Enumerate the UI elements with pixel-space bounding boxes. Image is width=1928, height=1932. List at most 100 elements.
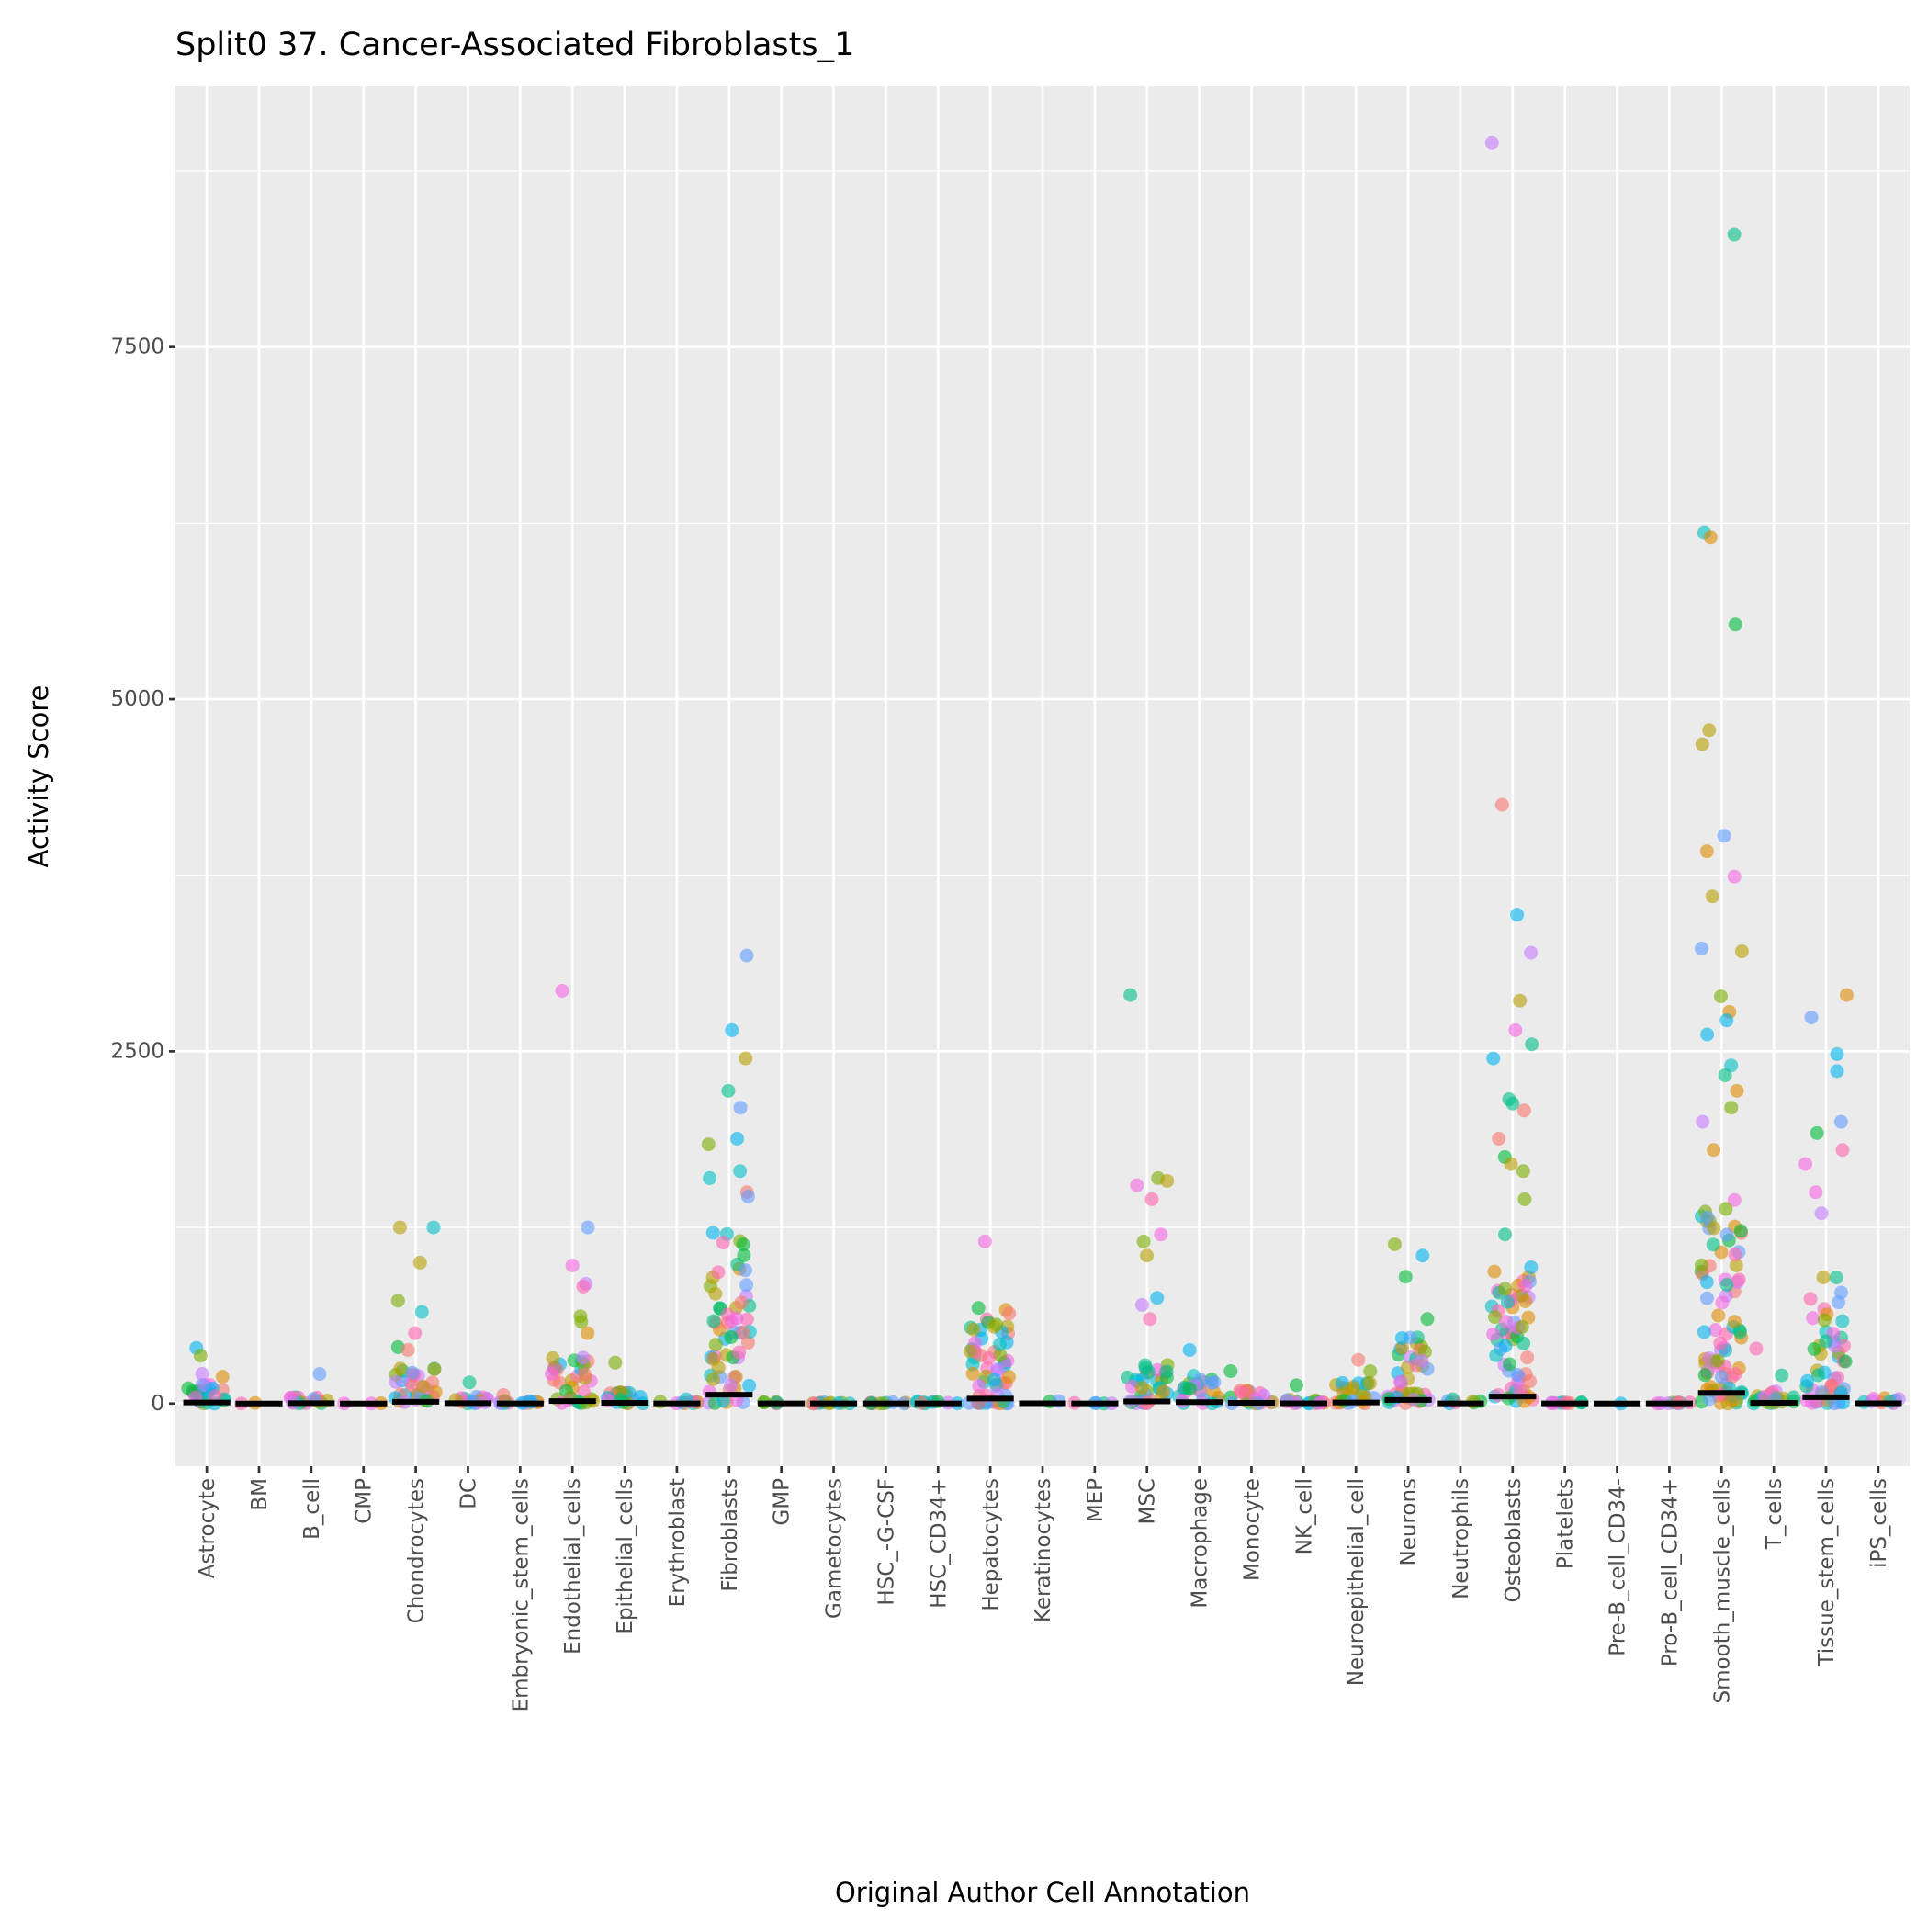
data-point xyxy=(1516,1103,1531,1118)
x-tick-label: Neurons xyxy=(1397,1478,1421,1566)
data-point xyxy=(426,1220,441,1235)
x-axis: Astrocyte BM B_cell CMP Chondrocytes DC Embryo… xyxy=(196,1466,1891,1712)
y-axis: 0 2500 5000 7500 xyxy=(110,335,175,1416)
data-point xyxy=(1510,1368,1525,1383)
data-point xyxy=(987,1373,1001,1387)
data-point xyxy=(1708,1323,1723,1338)
data-point xyxy=(1806,1311,1821,1326)
data-point xyxy=(705,1372,720,1386)
x-tick-label: MEP xyxy=(1084,1478,1108,1522)
data-point xyxy=(416,1379,431,1394)
data-point xyxy=(1510,908,1525,922)
data-point xyxy=(1731,1272,1746,1287)
data-point xyxy=(1835,1314,1850,1328)
data-point xyxy=(1800,1373,1815,1388)
data-point xyxy=(1706,1237,1720,1252)
data-point xyxy=(1182,1382,1197,1396)
data-point xyxy=(1223,1363,1238,1378)
x-tick-label: GMP xyxy=(771,1478,795,1526)
data-point xyxy=(195,1378,209,1393)
data-point xyxy=(1156,1384,1170,1399)
data-point xyxy=(1699,1291,1714,1305)
data-point xyxy=(1807,1341,1821,1356)
data-point xyxy=(1810,1125,1824,1140)
data-point xyxy=(1524,945,1539,960)
data-point xyxy=(1134,1297,1149,1312)
x-tick-label: Neuroepithelial_cell xyxy=(1345,1478,1369,1686)
data-point xyxy=(1694,1258,1708,1272)
data-point xyxy=(1830,1046,1844,1061)
data-point xyxy=(312,1367,327,1382)
data-point xyxy=(1838,1354,1853,1369)
data-point xyxy=(581,1326,595,1340)
data-point xyxy=(1816,1271,1831,1285)
data-point xyxy=(1699,1275,1714,1290)
data-point xyxy=(1707,1221,1721,1236)
data-point xyxy=(545,1367,559,1382)
data-point xyxy=(733,1164,748,1179)
data-point xyxy=(414,1305,429,1319)
data-point xyxy=(989,1317,1004,1332)
data-point xyxy=(730,1131,745,1146)
data-point xyxy=(1486,1327,1501,1341)
data-point xyxy=(1504,1157,1518,1171)
data-point xyxy=(1498,1339,1513,1353)
data-point xyxy=(1696,1114,1710,1129)
data-point xyxy=(1123,988,1138,1002)
data-point xyxy=(1804,1011,1819,1025)
data-point xyxy=(1719,1227,1734,1242)
data-point xyxy=(496,1388,511,1403)
data-point xyxy=(739,1051,753,1066)
x-tick-label: Keratinocytes xyxy=(1032,1478,1055,1622)
data-point xyxy=(1505,1096,1520,1111)
data-point xyxy=(963,1344,977,1359)
data-point xyxy=(1516,1336,1531,1350)
data-point xyxy=(739,948,754,963)
data-point xyxy=(1362,1376,1377,1391)
data-point xyxy=(555,983,569,998)
data-point xyxy=(1487,1264,1502,1279)
y-tick-label: 2500 xyxy=(110,1039,164,1063)
x-tick-label: B_cell xyxy=(300,1478,324,1540)
data-point xyxy=(1398,1270,1413,1284)
data-point xyxy=(708,1338,723,1352)
x-tick-label: Embryonic_stem_cells xyxy=(509,1478,533,1712)
data-point xyxy=(966,1322,981,1337)
x-tick-label: NK_cell xyxy=(1292,1478,1316,1554)
data-point xyxy=(400,1342,415,1357)
median-bars xyxy=(183,1390,1902,1407)
data-point xyxy=(724,1378,739,1393)
data-point xyxy=(1713,1336,1728,1350)
data-point xyxy=(1702,723,1717,738)
data-point xyxy=(1513,993,1528,1008)
data-point xyxy=(215,1370,230,1384)
data-point xyxy=(565,1258,580,1272)
x-tick-label: Platelets xyxy=(1554,1478,1578,1569)
data-point xyxy=(992,1337,1007,1351)
data-point xyxy=(1489,1348,1504,1362)
data-point xyxy=(390,1294,405,1308)
data-point xyxy=(974,1349,988,1363)
data-point xyxy=(1387,1237,1402,1251)
data-point xyxy=(1515,1319,1529,1334)
data-point xyxy=(1833,1285,1848,1300)
data-point xyxy=(1503,1357,1517,1372)
data-point xyxy=(1130,1178,1144,1192)
x-tick-label: MSC xyxy=(1136,1478,1160,1525)
data-point xyxy=(1827,1396,1842,1411)
x-tick-label: BM xyxy=(248,1478,272,1511)
data-point xyxy=(1207,1375,1222,1390)
data-point xyxy=(1508,1022,1523,1037)
y-tick-label: 0 xyxy=(151,1392,164,1416)
data-point xyxy=(581,1220,595,1235)
data-point xyxy=(739,1263,753,1278)
data-point xyxy=(739,1312,754,1327)
data-point xyxy=(1500,1294,1515,1309)
data-point xyxy=(733,1101,748,1115)
data-point xyxy=(708,1286,723,1301)
data-point xyxy=(971,1301,986,1316)
data-point xyxy=(1810,1368,1825,1383)
data-point xyxy=(711,1265,726,1280)
data-point xyxy=(1803,1292,1818,1306)
data-point xyxy=(208,1389,222,1404)
